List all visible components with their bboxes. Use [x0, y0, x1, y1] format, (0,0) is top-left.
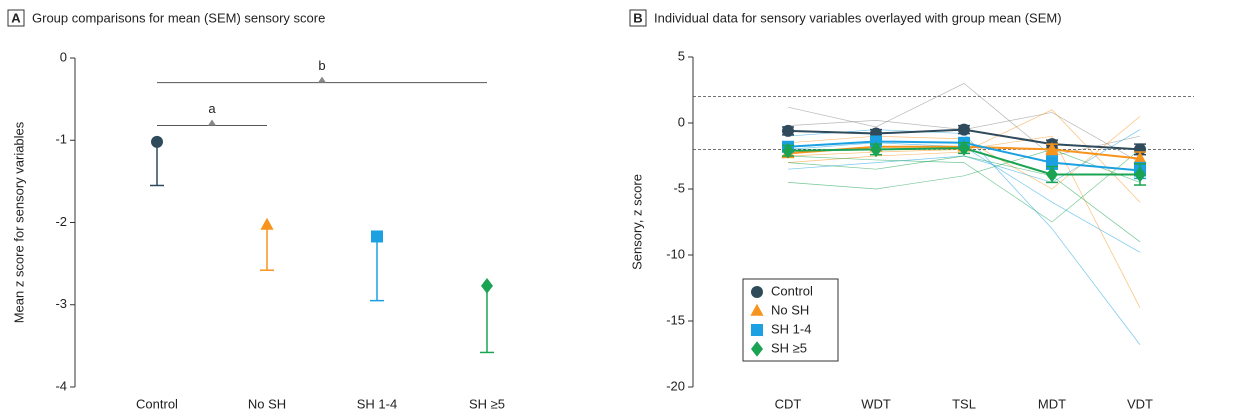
- y-tick-label: 0: [60, 49, 67, 64]
- annotation: b: [318, 58, 325, 73]
- marker: [870, 141, 882, 158]
- marker: [1045, 142, 1059, 155]
- y-tick-label: -4: [55, 378, 67, 393]
- y-axis-label: Sensory, z score: [629, 174, 644, 270]
- y-tick-label: -3: [55, 296, 67, 311]
- marker: [1046, 166, 1058, 183]
- marker: [481, 278, 493, 294]
- chart-title: Individual data for sensory variables ov…: [654, 10, 1062, 25]
- y-tick-label: -5: [673, 180, 685, 195]
- legend-label: No SH: [771, 302, 809, 317]
- x-tick-label: Control: [136, 396, 178, 411]
- x-tick-label: SH 1-4: [357, 396, 397, 411]
- y-tick-label: 0: [678, 114, 685, 129]
- marker: [751, 324, 763, 336]
- x-tick-label: VDT: [1127, 396, 1153, 411]
- marker: [1046, 156, 1058, 169]
- individual-line: [787, 155, 1141, 243]
- y-tick-label: -1: [55, 132, 67, 147]
- marker: [1133, 151, 1147, 164]
- x-tick-label: MDT: [1038, 396, 1066, 411]
- legend-label: SH 1-4: [771, 321, 811, 336]
- x-tick-label: WDT: [861, 396, 891, 411]
- y-tick-label: -10: [666, 246, 685, 261]
- x-tick-label: TSL: [952, 396, 976, 411]
- individual-line: [787, 149, 1141, 190]
- panel-label: B: [633, 10, 642, 25]
- x-tick-label: SH ≥5: [469, 396, 505, 411]
- marker: [750, 303, 764, 316]
- marker: [782, 142, 794, 159]
- y-tick-label: -15: [666, 312, 685, 327]
- y-axis-label: Mean z score for sensory variables: [11, 121, 26, 323]
- marker: [151, 135, 163, 148]
- y-tick-label: -20: [666, 378, 685, 393]
- bracket-arrow: [318, 76, 326, 83]
- marker: [1134, 166, 1146, 183]
- marker: [751, 286, 763, 298]
- marker: [260, 217, 274, 230]
- y-tick-label: -2: [55, 214, 67, 229]
- panel-label: A: [11, 10, 21, 25]
- marker: [958, 123, 970, 136]
- y-tick-label: 5: [678, 48, 685, 63]
- marker: [751, 341, 763, 357]
- individual-line: [787, 129, 1141, 345]
- bracket-arrow: [208, 119, 216, 126]
- x-tick-label: No SH: [248, 396, 286, 411]
- individual-line: [787, 142, 1141, 253]
- legend-label: Control: [771, 283, 813, 298]
- annotation: a: [208, 101, 216, 116]
- x-tick-label: CDT: [775, 396, 802, 411]
- panel-label-box: [629, 9, 647, 27]
- panel-label-box: [7, 9, 25, 27]
- marker: [958, 140, 970, 156]
- legend-label: SH ≥5: [771, 340, 807, 355]
- marker: [371, 230, 383, 243]
- individual-line: [787, 82, 1141, 157]
- individual-line: [787, 149, 1141, 223]
- chart-title: Group comparisons for mean (SEM) sensory…: [32, 10, 325, 25]
- marker: [782, 124, 794, 137]
